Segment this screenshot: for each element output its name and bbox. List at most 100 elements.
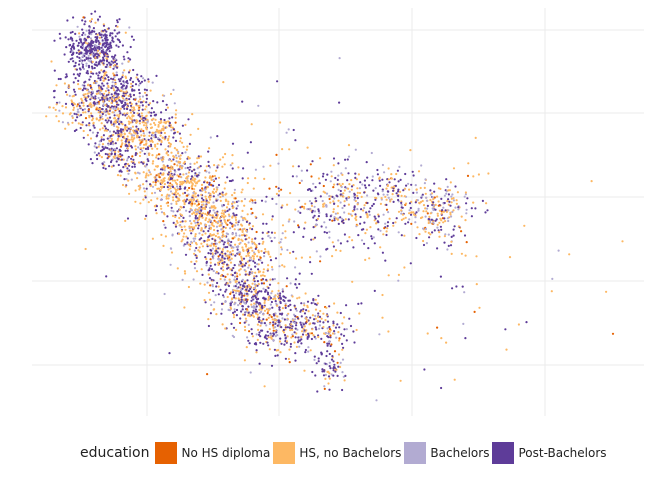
- data-point: [170, 151, 173, 154]
- data-point: [409, 206, 412, 210]
- data-point: [254, 290, 257, 293]
- data-point: [207, 229, 210, 233]
- data-point: [128, 141, 131, 144]
- data-point: [267, 336, 270, 339]
- data-point: [293, 220, 296, 223]
- data-point: [200, 268, 203, 271]
- data-point: [50, 60, 53, 63]
- data-point: [245, 346, 248, 349]
- data-point: [385, 233, 388, 237]
- data-point: [147, 174, 150, 177]
- data-point: [440, 228, 443, 231]
- data-point: [263, 274, 266, 278]
- data-point: [342, 192, 345, 195]
- data-point: [333, 216, 336, 219]
- data-point: [109, 108, 112, 111]
- data-point: [208, 171, 211, 174]
- data-point: [106, 137, 109, 140]
- data-point: [92, 104, 95, 107]
- data-point: [95, 117, 98, 120]
- data-point: [325, 205, 328, 208]
- data-point: [277, 162, 280, 165]
- data-point: [123, 112, 126, 115]
- data-point: [179, 183, 182, 186]
- data-point: [142, 138, 145, 141]
- data-point: [173, 179, 176, 182]
- data-point: [97, 18, 100, 21]
- data-point: [330, 343, 333, 346]
- data-point: [82, 16, 85, 19]
- data-point: [130, 157, 133, 160]
- legend-label: HS, no Bachelors: [299, 446, 402, 460]
- data-point: [348, 190, 351, 193]
- data-point: [188, 181, 191, 184]
- data-point: [133, 131, 136, 134]
- data-point: [233, 214, 236, 217]
- data-point: [381, 293, 384, 297]
- data-point: [449, 181, 452, 184]
- data-point: [130, 178, 133, 181]
- data-point: [108, 152, 111, 155]
- data-point: [317, 177, 320, 180]
- data-point: [233, 294, 236, 297]
- data-point: [154, 131, 157, 134]
- data-point: [123, 178, 126, 181]
- data-point: [259, 259, 262, 262]
- data-point: [211, 237, 214, 240]
- data-point: [212, 269, 215, 273]
- data-point: [386, 184, 389, 187]
- data-point: [279, 337, 282, 340]
- data-point: [113, 29, 116, 32]
- data-point: [339, 249, 342, 252]
- data-point: [92, 117, 95, 120]
- data-point: [149, 126, 153, 130]
- data-point: [156, 179, 159, 183]
- data-point: [308, 188, 311, 191]
- data-point: [147, 78, 150, 81]
- data-point: [83, 41, 86, 44]
- data-point: [166, 164, 169, 167]
- data-point: [297, 210, 300, 213]
- data-point: [122, 97, 125, 100]
- data-point: [332, 374, 335, 377]
- data-point: [84, 33, 87, 36]
- data-point: [354, 148, 357, 151]
- data-point: [257, 268, 260, 271]
- data-point: [241, 239, 244, 242]
- data-point: [275, 185, 278, 188]
- data-point: [298, 199, 301, 202]
- data-point: [88, 60, 91, 63]
- data-point: [397, 273, 400, 276]
- data-point: [102, 84, 105, 87]
- data-point: [112, 87, 115, 90]
- data-point: [112, 96, 115, 99]
- data-point: [104, 77, 107, 80]
- data-point: [457, 206, 460, 209]
- data-point: [205, 170, 208, 173]
- data-point: [336, 311, 339, 314]
- data-point: [445, 192, 448, 195]
- data-point: [347, 195, 350, 199]
- data-point: [191, 229, 194, 232]
- data-point: [353, 198, 356, 201]
- data-point: [61, 112, 65, 115]
- data-point: [312, 216, 315, 219]
- data-point: [418, 233, 421, 236]
- data-point: [207, 191, 210, 195]
- data-point: [297, 226, 300, 229]
- data-point: [446, 200, 449, 203]
- data-point: [364, 186, 367, 189]
- data-point: [115, 147, 118, 150]
- data-point: [74, 61, 77, 64]
- data-point: [353, 206, 356, 209]
- data-point: [268, 328, 271, 331]
- data-point: [321, 368, 324, 371]
- data-point: [277, 194, 280, 197]
- data-point: [271, 215, 274, 218]
- data-point: [209, 248, 212, 252]
- data-point: [101, 127, 104, 130]
- data-point: [219, 219, 222, 222]
- data-point: [611, 332, 615, 335]
- data-point: [151, 147, 154, 150]
- data-point: [399, 379, 402, 382]
